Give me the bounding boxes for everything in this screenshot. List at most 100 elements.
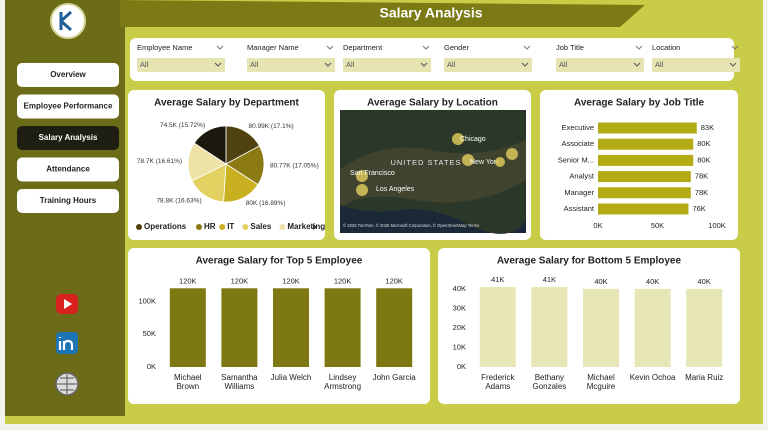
y-tick-label: Manager (564, 188, 594, 197)
nav-label: Employee Performance (24, 102, 113, 111)
y-tick-label: 10K (453, 342, 466, 351)
header-bar (120, 0, 645, 27)
bar (479, 286, 516, 367)
map-place: Chicago (460, 136, 486, 143)
chart-title: Average Salary for Top 5 Employee (196, 256, 363, 267)
map-terrain (340, 140, 526, 210)
data-label: 120K (334, 276, 352, 285)
filter-chevron (731, 45, 739, 50)
dropdown-chevron (324, 62, 332, 67)
data-label: 74.5K (15.72%) (160, 122, 205, 129)
data-label: 78.8K (16.63%) (156, 197, 201, 204)
data-label: 41K (543, 275, 556, 284)
dropdown-chevron (521, 62, 529, 67)
data-label: 40K (594, 277, 607, 286)
filter-value: All (559, 60, 568, 69)
y-tick-label: 20K (453, 323, 466, 332)
x-tick-label: Julia Welch (270, 373, 312, 382)
data-label: 78.7K (16.61%) (137, 158, 182, 165)
filter-value: All (346, 60, 355, 69)
data-label: 80.99K (17.1%) (249, 123, 294, 130)
data-label: 78K (695, 172, 708, 181)
data-label: 83K (701, 123, 714, 132)
pie-slice (193, 125, 227, 165)
y-tick-label: Assistant (564, 204, 595, 213)
legend-label: HR (204, 222, 216, 231)
legend-label: Sales (250, 222, 271, 231)
filter-label: Job Title (556, 43, 584, 52)
bar (598, 138, 694, 150)
bar (531, 286, 568, 367)
map-bubble (452, 133, 464, 145)
x-tick-label-box: Bethany Gonzales (532, 373, 566, 391)
map-place: San Francisco (350, 170, 395, 177)
nav-button[interactable] (17, 157, 119, 182)
filter-dropdown[interactable] (137, 58, 225, 72)
map-bubble (462, 154, 474, 166)
bar (686, 288, 723, 367)
y-tick-label: 30K (453, 303, 466, 312)
filter-dropdown[interactable] (343, 58, 431, 72)
bar (324, 288, 361, 367)
map-bubble (506, 148, 518, 160)
x-tick-label: Frederick Adams (481, 373, 515, 391)
bar (221, 288, 258, 367)
x-tick-label: John Garcia (372, 373, 416, 382)
x-tick-label: Michael Brown (174, 373, 202, 391)
x-tick-label: Samantha Williams (221, 373, 258, 391)
legend-swatch (136, 224, 142, 230)
chart-title: Average Salary by Department (154, 98, 299, 109)
nav-button[interactable] (17, 63, 119, 87)
x-tick-label-box: Michael Brown (174, 373, 202, 391)
youtube-play (64, 299, 72, 309)
nav-button[interactable] (17, 189, 119, 213)
map-place: New York (470, 159, 500, 166)
data-label: 120K (282, 276, 300, 285)
filter-dropdown[interactable] (652, 58, 740, 72)
filter-value: All (250, 60, 259, 69)
filter-dropdown[interactable] (444, 58, 532, 72)
logo (50, 3, 86, 39)
filter-label: Employee Name (137, 43, 192, 52)
y-tick-label: Senior M... (558, 155, 594, 164)
legend-more[interactable] (313, 224, 317, 230)
nav-label: Training Hours (40, 196, 97, 205)
bar (598, 203, 689, 215)
chart-title: Average Salary for Bottom 5 Employee (497, 256, 682, 267)
bar (273, 288, 309, 367)
chart-title: Average Salary by Job Title (574, 98, 704, 109)
x-tick-label-box: Maria Ruiz (685, 373, 724, 382)
x-tick-label: Maria Ruiz (685, 373, 724, 382)
dropdown-chevron (633, 62, 641, 67)
map-bubble (356, 184, 368, 196)
filter-label: Gender (444, 43, 470, 52)
x-tick-label-box: John Garcia (372, 373, 416, 382)
website-mark (57, 374, 77, 394)
filter-dropdown[interactable] (556, 58, 644, 72)
x-tick-label: Michael Mcguire (586, 373, 616, 391)
nav-label: Attendance (46, 165, 90, 174)
filter-chevron (216, 45, 224, 50)
map-bubble (356, 170, 368, 182)
nav-label: Salary Analysis (39, 133, 98, 142)
filter-chevron (635, 45, 643, 50)
nav-button[interactable] (17, 94, 119, 119)
y-tick-label: 50K (143, 329, 156, 338)
filter-label: Manager Name (247, 43, 299, 52)
x-tick-label-box: Lindsey Armstrong (324, 373, 361, 391)
filter-chevron (422, 45, 430, 50)
y-tick-label: 0K (457, 362, 466, 371)
dropdown-chevron (420, 62, 428, 67)
bar (583, 288, 619, 367)
map-country: UNITED STATES (390, 158, 461, 167)
map-bubble (495, 157, 505, 167)
filter-dropdown[interactable] (247, 58, 335, 72)
filter-value: All (140, 60, 149, 69)
nav-button[interactable] (17, 126, 119, 150)
x-tick-label-box: Michael Mcguire (586, 373, 616, 391)
legend-swatch (219, 224, 226, 230)
y-tick-label: Executive (561, 123, 594, 132)
data-label: 40K (646, 277, 659, 286)
